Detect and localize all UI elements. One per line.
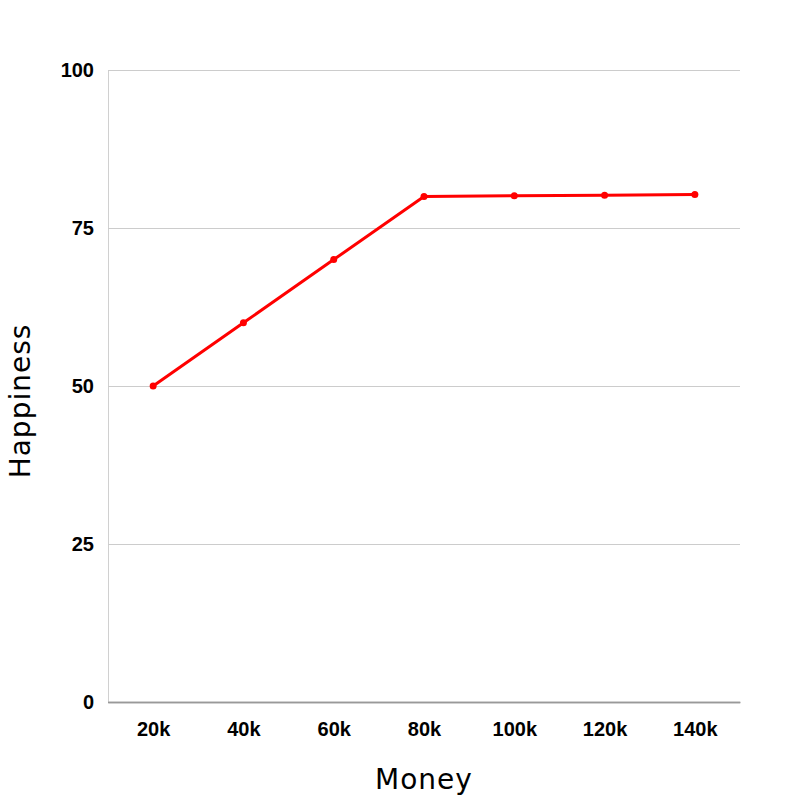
x-axis-line: [109, 702, 741, 704]
chart: 0 25 50 75 100 20k 40k 60k 80k 100k 120k 140k Money H…: [0, 0, 800, 800]
x-axis-title: Money: [375, 763, 473, 796]
y-tick-label: 50: [72, 375, 94, 397]
point: [330, 256, 337, 263]
y-tick: 0: [83, 691, 740, 713]
x-tick: 80k: [408, 702, 442, 740]
y-axis-title: Happiness: [4, 324, 37, 479]
x-tick-label: 100k: [493, 718, 538, 740]
x-tick: 120k: [583, 702, 628, 740]
grid-line: [108, 702, 740, 704]
y-tick: 75: [72, 217, 740, 239]
y-tick: 100: [61, 59, 740, 81]
y-tick-label: 25: [72, 533, 94, 555]
y-axis: 0 25 50 75 100: [61, 59, 740, 713]
y-tick-label: 0: [83, 691, 94, 713]
point: [240, 319, 247, 326]
y-tick-label: 75: [72, 217, 94, 239]
x-tick-label: 140k: [673, 718, 718, 740]
point: [511, 192, 518, 199]
x-tick: 60k: [318, 702, 352, 740]
x-tick: 140k: [673, 702, 718, 740]
point: [691, 191, 698, 198]
grid-line: [108, 228, 740, 229]
plot: 0 25 50 75 100 20k 40k 60k 80k 100k 120k 140k: [61, 59, 741, 740]
x-tick: 20k: [137, 702, 171, 740]
grid-line: [108, 386, 740, 387]
x-tick: 100k: [493, 702, 538, 740]
x-tick-label: 120k: [583, 718, 628, 740]
y-tick: 50: [72, 375, 740, 397]
line: [153, 195, 695, 386]
x-tick-label: 40k: [227, 718, 261, 740]
x-tick-label: 60k: [318, 718, 352, 740]
x-axis: 20k 40k 60k 80k 100k 120k 140k: [109, 702, 741, 740]
x-tick: 40k: [227, 702, 261, 740]
grid-line: [108, 544, 740, 545]
y-tick: 25: [72, 533, 740, 555]
point: [601, 192, 608, 199]
x-tick-label: 80k: [408, 718, 442, 740]
y-tick-label: 100: [61, 59, 94, 81]
point: [150, 383, 157, 390]
grid-line: [108, 70, 740, 71]
point: [421, 193, 428, 200]
marks: [150, 191, 699, 389]
x-tick-label: 20k: [137, 718, 171, 740]
